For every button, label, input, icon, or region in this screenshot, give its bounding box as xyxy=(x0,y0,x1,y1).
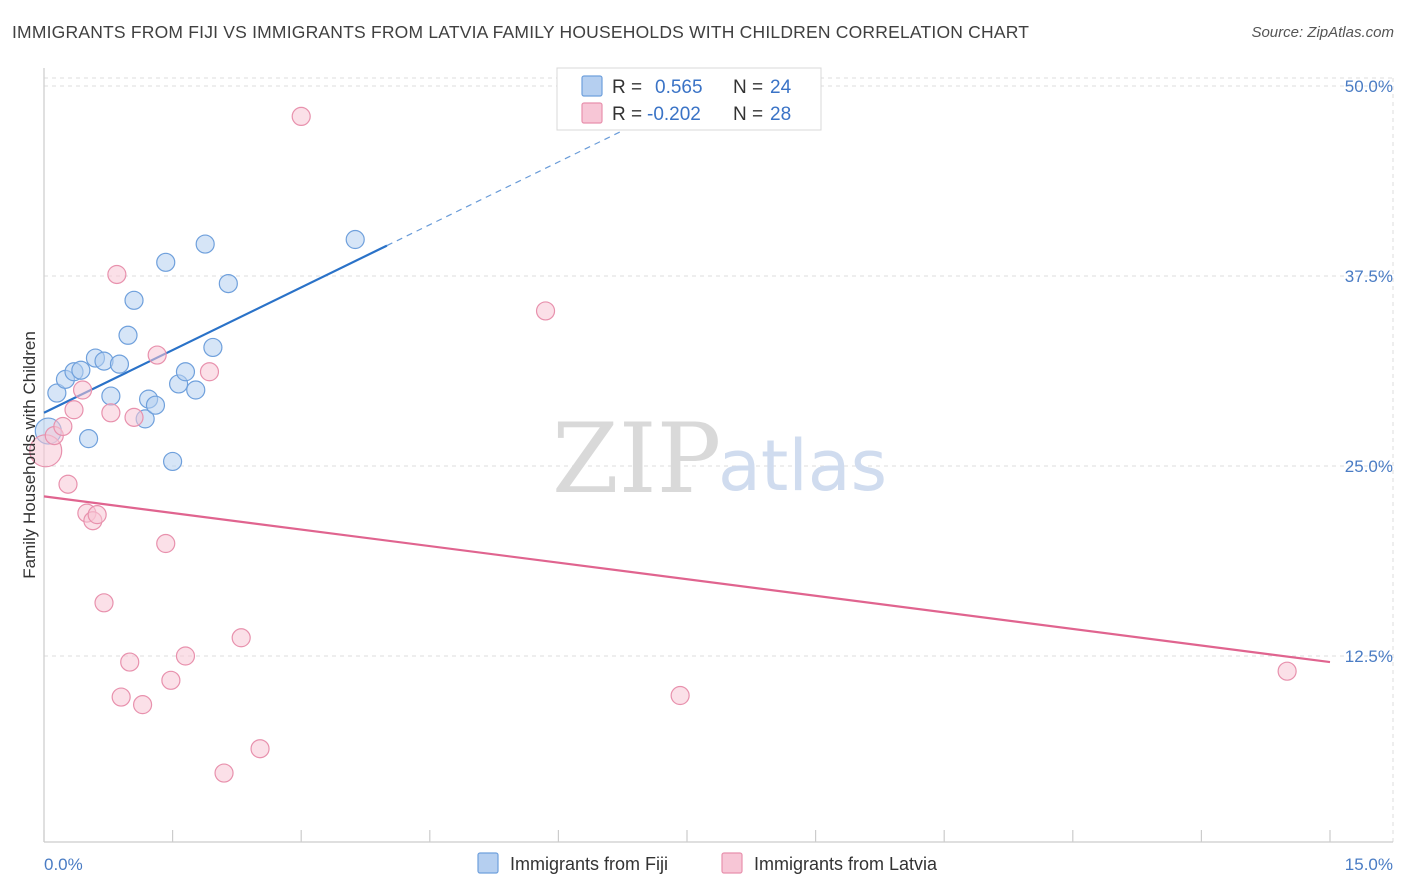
data-point-latvia xyxy=(161,670,181,690)
data-points xyxy=(29,106,1297,783)
data-point-fiji xyxy=(124,290,144,310)
trend-line-fiji xyxy=(43,244,388,414)
legend-r-label-fiji: R = xyxy=(612,77,642,98)
data-point-latvia xyxy=(291,106,311,127)
y-tick-label: 50.0% xyxy=(1345,77,1393,96)
series-legend: Immigrants from Fiji Immigrants from Lat… xyxy=(477,852,938,874)
data-point-latvia xyxy=(94,593,114,613)
legend-r-value-latvia: -0.202 xyxy=(647,104,701,125)
data-point-fiji xyxy=(78,429,99,449)
data-point-latvia xyxy=(87,505,107,525)
data-point-latvia xyxy=(147,345,167,365)
legend-r-value-fiji: 0.565 xyxy=(655,77,703,98)
data-point-latvia xyxy=(535,301,556,321)
bottom-legend-swatch-latvia xyxy=(721,852,743,874)
y-tick-label: 37.5% xyxy=(1345,267,1393,286)
x-tick-label-min: 0.0% xyxy=(44,855,83,874)
trend-lines xyxy=(43,94,1331,664)
data-point-fiji xyxy=(156,252,176,272)
y-tick-label: 12.5% xyxy=(1345,647,1393,666)
legend-swatch-fiji xyxy=(581,75,603,97)
data-point-latvia xyxy=(124,407,144,427)
legend-n-label-latvia: N = xyxy=(733,104,763,125)
data-point-latvia xyxy=(214,763,234,783)
y-axis-label: Family Households with Children xyxy=(20,331,39,579)
data-point-latvia xyxy=(101,403,121,423)
data-point-fiji xyxy=(101,386,121,406)
data-point-latvia xyxy=(72,380,93,400)
chart-source: Source: ZipAtlas.com xyxy=(1251,24,1394,41)
chart-title: IMMIGRANTS FROM FIJI VS IMMIGRANTS FROM … xyxy=(12,22,1030,42)
data-point-fiji xyxy=(218,274,238,294)
data-point-fiji xyxy=(186,380,206,400)
data-point-latvia xyxy=(199,362,220,382)
bottom-legend-label-latvia: Immigrants from Latvia xyxy=(754,854,938,874)
bottom-legend-label-fiji: Immigrants from Fiji xyxy=(510,854,668,874)
data-point-latvia xyxy=(231,628,251,648)
data-point-fiji xyxy=(71,360,91,380)
data-point-fiji xyxy=(47,383,67,403)
data-point-latvia xyxy=(64,400,84,420)
data-point-latvia xyxy=(175,646,196,666)
data-point-latvia xyxy=(156,533,176,554)
watermark: ZIP atlas xyxy=(552,403,887,515)
watermark-zip: ZIP xyxy=(552,403,721,515)
y-tick-label: 25.0% xyxy=(1345,457,1393,476)
data-point-latvia xyxy=(107,264,127,285)
stats-legend: R = 0.565 N = 24 R = -0.202 N = 28 xyxy=(556,67,822,131)
legend-n-label-fiji: N = xyxy=(733,77,763,98)
data-point-latvia xyxy=(1277,661,1297,681)
data-point-fiji xyxy=(195,234,215,254)
bottom-legend-swatch-fiji xyxy=(477,852,499,874)
data-point-fiji xyxy=(145,395,166,415)
x-tick-label-max: 15.0% xyxy=(1345,855,1393,874)
data-point-latvia xyxy=(250,739,270,759)
data-point-fiji xyxy=(203,337,223,358)
legend-r-label-latvia: R = xyxy=(612,104,642,125)
data-point-fiji xyxy=(163,451,183,472)
data-point-latvia xyxy=(58,474,78,494)
data-point-fiji xyxy=(109,354,130,374)
data-point-latvia xyxy=(120,652,140,672)
watermark-atlas: atlas xyxy=(718,425,887,507)
data-point-fiji xyxy=(94,351,114,371)
data-point-fiji xyxy=(118,325,138,345)
data-point-latvia xyxy=(111,687,131,707)
data-point-fiji xyxy=(175,362,196,382)
data-point-latvia xyxy=(132,695,153,715)
legend-n-value-latvia: 28 xyxy=(770,104,791,125)
data-point-latvia xyxy=(53,416,73,437)
trend-line-latvia xyxy=(43,495,1331,664)
data-point-fiji xyxy=(345,229,365,250)
data-point-latvia xyxy=(670,685,690,706)
legend-n-value-fiji: 24 xyxy=(770,77,792,98)
legend-swatch-latvia xyxy=(581,102,603,124)
